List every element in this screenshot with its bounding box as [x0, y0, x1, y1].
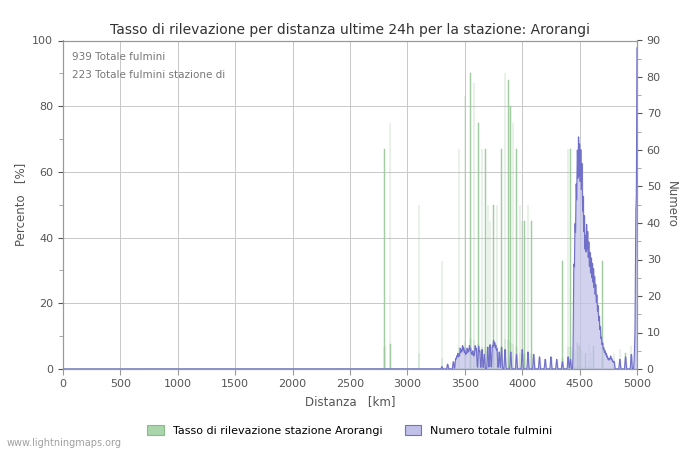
X-axis label: Distanza   [km]: Distanza [km]	[304, 395, 395, 408]
Y-axis label: Percento   [%]: Percento [%]	[14, 163, 27, 246]
Text: 223 Totale fulmini stazione di: 223 Totale fulmini stazione di	[71, 70, 225, 80]
Text: 939 Totale fulmini: 939 Totale fulmini	[71, 52, 165, 62]
Legend: Tasso di rilevazione stazione Arorangi, Numero totale fulmini: Tasso di rilevazione stazione Arorangi, …	[143, 420, 557, 440]
Text: www.lightningmaps.org: www.lightningmaps.org	[7, 438, 122, 448]
Title: Tasso di rilevazione per distanza ultime 24h per la stazione: Arorangi: Tasso di rilevazione per distanza ultime…	[110, 22, 590, 36]
Y-axis label: Numero: Numero	[664, 181, 678, 228]
